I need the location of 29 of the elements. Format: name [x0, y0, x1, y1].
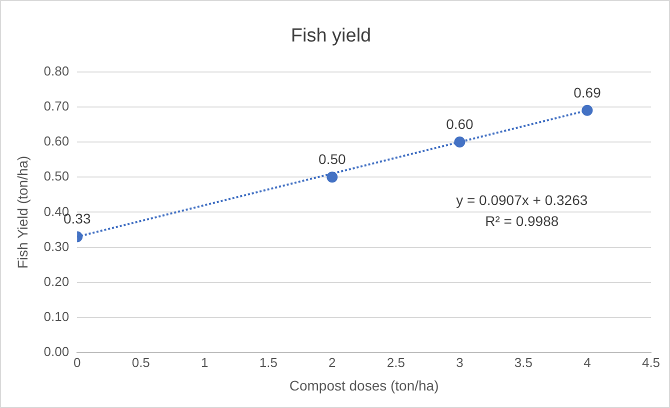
- x-tick-label: 1: [201, 354, 208, 370]
- chart-title: Fish yield: [290, 26, 372, 47]
- y-axis-title: Fish Yield (ton/ha): [14, 156, 30, 269]
- y-tick-label: 0.60: [44, 134, 70, 149]
- y-tick-label: 0.70: [44, 98, 70, 114]
- x-tick-label: 4.5: [642, 354, 660, 370]
- x-tick-label: 1.5: [259, 354, 278, 370]
- data-label: 0.50: [318, 150, 346, 167]
- y-tick-label: 0.50: [44, 168, 70, 184]
- x-tick-label: 2: [328, 354, 336, 370]
- y-tick-label: 0.20: [44, 274, 70, 289]
- annotation: R² = 0.9988: [485, 212, 559, 229]
- data-label: 0.60: [446, 116, 474, 132]
- y-tick-label: 0.10: [44, 309, 70, 324]
- annotation: y = 0.0907x + 0.3263: [456, 192, 588, 208]
- y-tick-label: 0.00: [44, 344, 70, 360]
- x-tick-label: 0: [73, 354, 81, 370]
- data-label: 0.69: [574, 84, 602, 100]
- y-tick-label: 0.30: [44, 238, 70, 254]
- x-tick-label: 3.5: [514, 354, 533, 370]
- x-tick-label: 0.5: [132, 354, 150, 370]
- x-tick-label: 3: [456, 354, 464, 370]
- point: [454, 136, 466, 148]
- point: [326, 172, 338, 183]
- point: [582, 104, 593, 116]
- x-tick-label: 4: [584, 354, 591, 370]
- x-tick-label: 2.5: [386, 354, 405, 370]
- y-tick-label: 0.80: [44, 63, 70, 78]
- x-axis-title: Compost doses (ton/ha): [289, 377, 439, 394]
